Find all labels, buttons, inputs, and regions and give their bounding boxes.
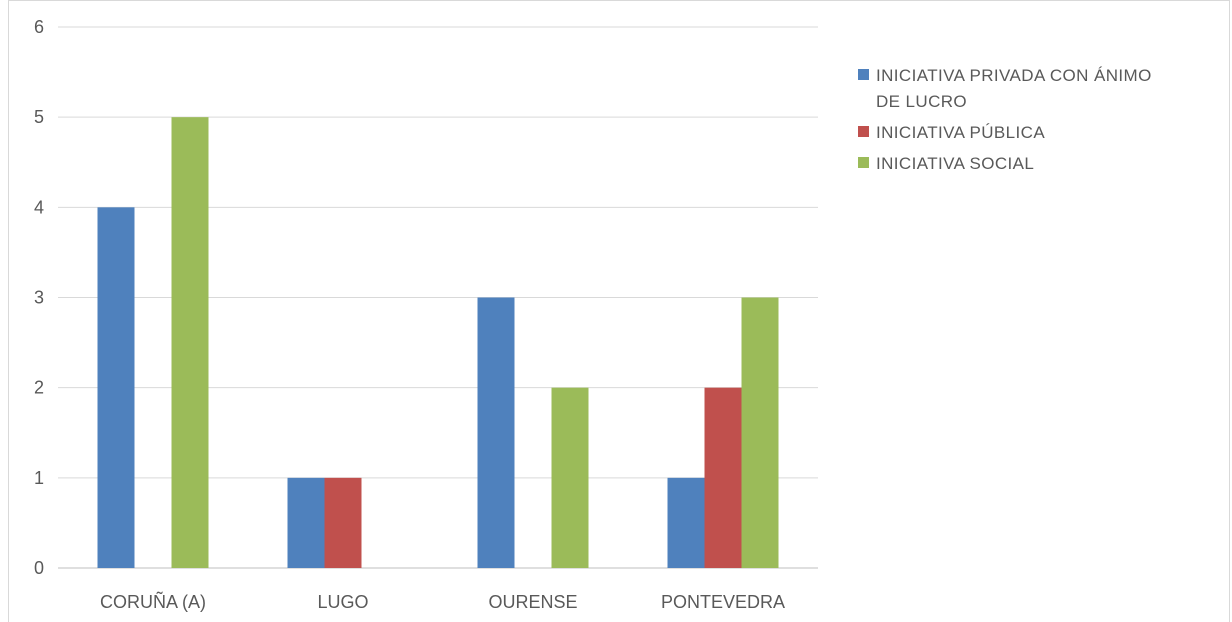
bar <box>551 387 589 568</box>
bar <box>667 477 705 568</box>
y-tick-label: 1 <box>34 468 44 488</box>
x-tick-label: PONTEVEDRA <box>661 592 785 612</box>
legend: INICIATIVA PRIVADA CON ÁNIMO DE LUCRO INIC… <box>858 66 1152 173</box>
bar <box>741 297 779 568</box>
legend-label: INICIATIVA PÚBLICA <box>876 123 1045 142</box>
y-tick-label: 0 <box>34 558 44 578</box>
x-tick-label: CORUÑA (A) <box>100 591 206 612</box>
y-axis: 0 1 2 3 4 5 6 <box>34 17 44 578</box>
bar <box>97 207 135 569</box>
bar <box>287 477 325 568</box>
bar <box>477 297 515 568</box>
y-tick-label: 3 <box>34 288 44 308</box>
x-axis: CORUÑA (A) LUGO OURENSE PONTEVEDRA <box>100 591 785 612</box>
chart-frame <box>8 0 1230 622</box>
bar <box>324 477 362 568</box>
legend-swatch <box>858 69 869 80</box>
legend-label: INICIATIVA SOCIAL <box>876 154 1034 173</box>
y-tick-label: 4 <box>34 197 44 217</box>
x-tick-label: OURENSE <box>488 592 577 612</box>
y-tick-label: 6 <box>34 17 44 37</box>
bars <box>97 117 779 569</box>
y-tick-label: 2 <box>34 378 44 398</box>
bar <box>171 117 209 569</box>
legend-swatch <box>858 126 869 137</box>
x-tick-label: LUGO <box>317 592 368 612</box>
bar <box>704 387 742 568</box>
legend-label: INICIATIVA PRIVADA CON ÁNIMO DE LUCRO <box>876 66 1152 111</box>
legend-swatch <box>858 157 869 168</box>
y-tick-label: 5 <box>34 107 44 127</box>
